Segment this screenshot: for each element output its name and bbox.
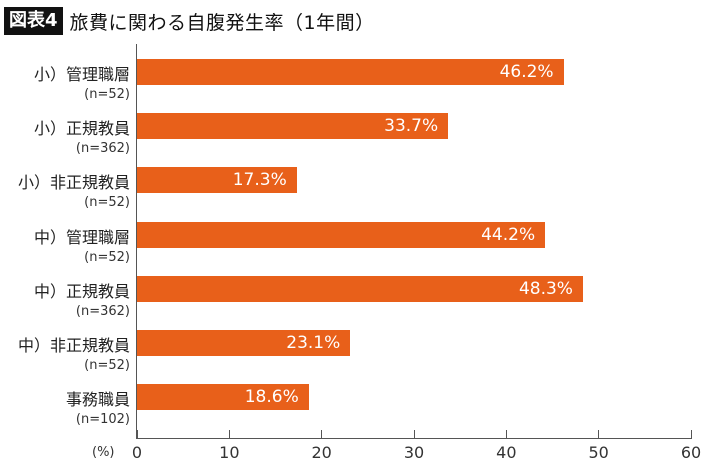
- bar: 44.2%: [137, 222, 546, 248]
- category-sample-size: (n=362): [75, 304, 130, 319]
- y-axis-line: [136, 44, 137, 439]
- category-sample-size: (n=102): [75, 412, 130, 427]
- bar: 18.6%: [137, 384, 309, 410]
- bar-value-label: 23.1%: [286, 333, 341, 353]
- x-axis-tick-label: 40: [496, 443, 517, 462]
- category-label: 小）正規教員: [33, 119, 130, 138]
- bar: 46.2%: [137, 59, 564, 85]
- bar-value-label: 46.2%: [499, 62, 554, 82]
- category-label: 中）正規教員: [33, 282, 130, 301]
- category-label: 中）管理職層: [33, 228, 130, 247]
- bar: 23.1%: [137, 330, 351, 356]
- bar: 17.3%: [137, 167, 297, 193]
- bar-value-label: 18.6%: [244, 387, 299, 407]
- category-sample-size: (n=52): [84, 250, 130, 265]
- bar: 48.3%: [137, 276, 583, 302]
- x-axis-tick: [228, 430, 230, 438]
- x-axis-tick-label: 30: [403, 443, 425, 462]
- x-axis-unit-label: (%): [92, 445, 115, 460]
- category-label: 小）管理職層: [33, 65, 130, 84]
- category-sample-size: (n=52): [84, 195, 130, 210]
- x-axis-tick-label: 10: [219, 443, 240, 462]
- bar: 33.7%: [137, 113, 449, 139]
- category-label: 事務職員: [65, 390, 130, 409]
- bar-value-label: 48.3%: [518, 279, 573, 299]
- x-axis-line: [136, 438, 692, 439]
- category-label: 小）非正規教員: [17, 173, 130, 192]
- x-axis-tick: [321, 430, 323, 438]
- x-axis-tick: [690, 430, 692, 438]
- x-axis-tick-label: 0: [131, 443, 143, 462]
- x-axis-tick-label: 20: [311, 443, 332, 462]
- x-axis-tick: [136, 430, 138, 438]
- x-axis-tick: [505, 430, 507, 438]
- x-axis-tick-label: 50: [588, 443, 609, 462]
- category-label: 中）非正規教員: [17, 336, 130, 355]
- figure-badge: 図表4: [4, 7, 63, 35]
- category-sample-size: (n=52): [84, 358, 130, 373]
- x-axis-tick-label: 60: [680, 443, 702, 462]
- category-sample-size: (n=362): [75, 141, 130, 156]
- x-axis-tick: [598, 430, 600, 438]
- bar-value-label: 44.2%: [481, 225, 536, 245]
- category-sample-size: (n=52): [84, 87, 130, 102]
- x-axis-tick: [413, 430, 415, 438]
- bar-value-label: 33.7%: [384, 116, 439, 136]
- bar-value-label: 17.3%: [232, 170, 287, 190]
- chart-title-row: 図表4 旅費に関わる自腹発生率（1年間）: [4, 6, 375, 36]
- chart-title: 旅費に関わる自腹発生率（1年間）: [69, 11, 375, 34]
